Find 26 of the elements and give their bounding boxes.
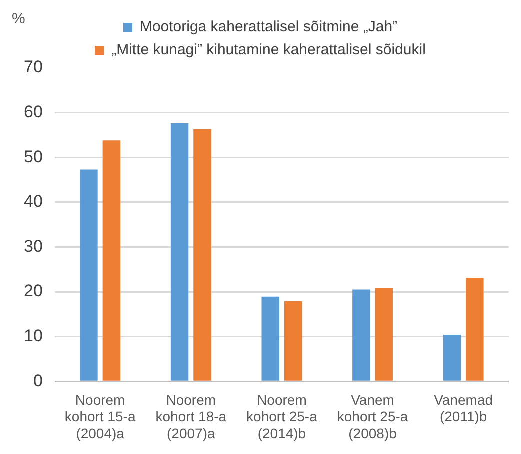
x-tick-label: Noorem kohort 25-a (2014)b xyxy=(246,392,318,442)
bar xyxy=(375,288,393,381)
y-axis-title: % xyxy=(12,10,26,28)
y-tick-label: 20 xyxy=(24,282,43,301)
bar xyxy=(80,170,98,381)
x-tick-label: Vanemad (2011)b xyxy=(434,392,494,425)
bar xyxy=(170,124,189,381)
y-tick-label: 0 xyxy=(33,371,43,390)
y-tick-label: 10 xyxy=(24,326,43,346)
bar xyxy=(194,129,212,381)
x-tick-label: Noorem kohort 15-a (2004)a xyxy=(64,392,136,442)
y-tick-label: 60 xyxy=(24,102,43,122)
legend-label: Mootoriga kaherattalisel sõitmine „Jah” xyxy=(140,18,398,36)
x-tick-label: Vanem kohort 25-a (2008)b xyxy=(337,392,408,442)
bar xyxy=(466,278,484,381)
bar xyxy=(262,296,280,381)
legend-label: „Mitte kunagi” kihutamine kaherattalisel sõidukil xyxy=(112,42,426,59)
y-tick-label: 50 xyxy=(24,147,43,166)
bar xyxy=(102,140,121,381)
y-tick-label: 70 xyxy=(24,58,43,77)
bar xyxy=(284,301,302,381)
y-tick-label: 30 xyxy=(24,236,43,256)
bar xyxy=(443,335,462,381)
x-tick-label: Noorem kohort 18-a (2007)a xyxy=(156,392,227,442)
bar xyxy=(352,290,370,381)
y-tick-label: 40 xyxy=(24,192,43,212)
